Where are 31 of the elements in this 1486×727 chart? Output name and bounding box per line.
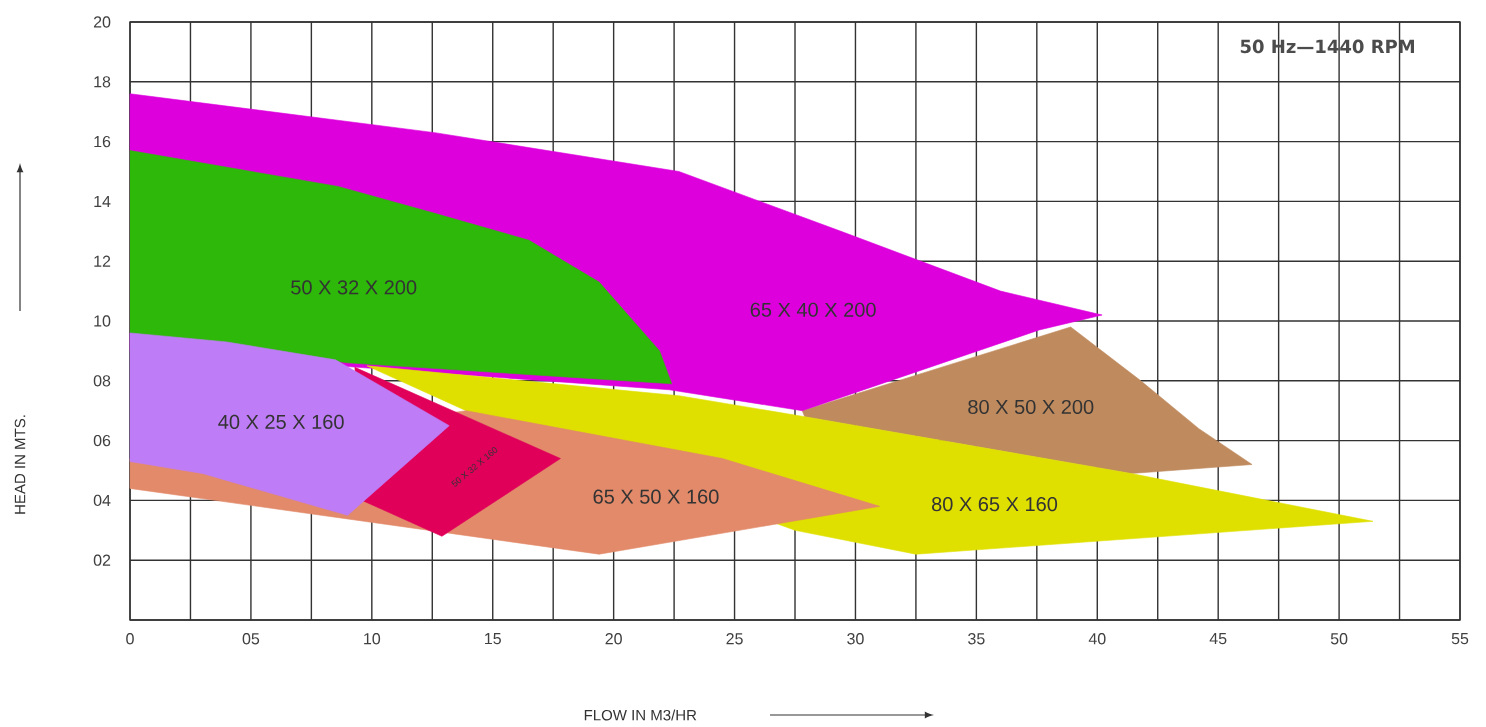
series-label: 65 X 40 X 200 — [750, 302, 876, 317]
x-tick-label: 55 — [1451, 632, 1469, 645]
x-tick-label: 15 — [485, 632, 501, 645]
series-label: 65 X 50 X 160 — [593, 489, 719, 504]
x-tick-label: 35 — [968, 632, 985, 645]
y-tick-label: 20 — [93, 16, 111, 28]
series-label: 80 X 65 X 160 — [932, 496, 1058, 512]
series-label: 40 X 25 X 160 — [218, 414, 344, 429]
series-label: 50 X 32 X 160 — [451, 447, 498, 487]
x-tick-label: 40 — [1088, 632, 1106, 645]
y-tick-label: 16 — [94, 135, 111, 148]
x-tick-label: 25 — [726, 632, 743, 645]
x-tick-label: 05 — [242, 632, 260, 645]
x-tick-label: 45 — [1209, 632, 1227, 645]
y-tick-label: 14 — [94, 195, 111, 207]
y-tick-label: 04 — [93, 494, 111, 506]
series-label: 50 X 32 X 200 — [291, 280, 417, 295]
y-axis-title: HEAD IN MTS. — [14, 415, 26, 514]
x-tick-label: 0 — [126, 632, 134, 645]
x-tick-label: 20 — [605, 632, 622, 645]
x-axis-title: FLOW IN M3/HR — [584, 709, 697, 721]
y-tick-label: 10 — [94, 315, 111, 327]
y-tick-label: 02 — [93, 554, 111, 566]
y-tick-label: 12 — [94, 255, 111, 267]
y-tick-label: 08 — [93, 375, 111, 387]
y-tick-label: 18 — [94, 76, 111, 88]
series-label: 80 X 50 X 200 — [968, 399, 1094, 414]
x-tick-label: 50 — [1330, 632, 1348, 645]
x-tick-label: 30 — [847, 632, 864, 645]
x-tick-label: 10 — [364, 632, 381, 645]
y-tick-label: 06 — [93, 434, 111, 447]
